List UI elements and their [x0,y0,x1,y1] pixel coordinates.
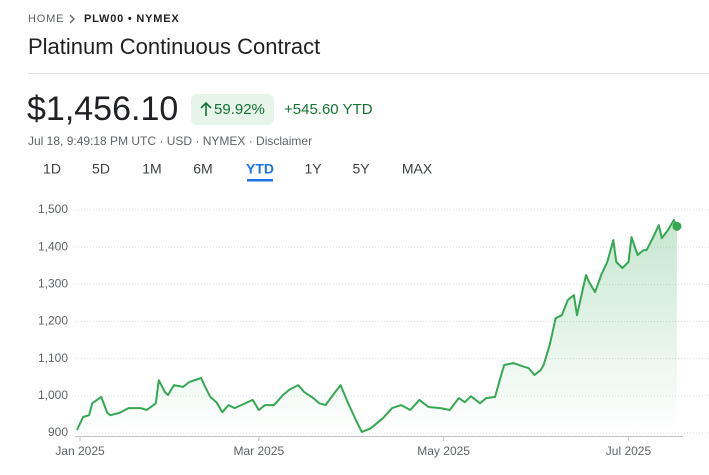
y-tick-label: 1,100 [38,351,68,365]
range-tab[interactable]: 1Y [304,161,322,177]
x-tick-label: Mar 2025 [233,444,284,458]
range-tabs: 1D 5D 1M 6M YTD 1Y 5Y MAX [43,161,433,182]
range-tab[interactable]: 1M [142,161,161,177]
x-tick-label: May 2025 [417,444,470,458]
price: $1,456.10 [27,90,178,128]
y-tick-label: 1,000 [38,388,68,402]
x-tick-label: Jan 2025 [55,444,105,458]
price-area [77,220,677,433]
y-tick-label: 1,200 [38,314,68,328]
change-percent: 59.92% [214,101,265,118]
up-arrow [200,101,212,116]
range-tab[interactable]: MAX [402,161,433,177]
breadcrumb-home[interactable]: HOME [28,13,64,25]
range-tab[interactable]: 1D [43,161,61,177]
range-tab[interactable]: YTD [246,161,274,177]
range-tab[interactable]: 5D [92,161,110,177]
change-absolute: +545.60 YTD [284,101,373,118]
page-title: Platinum Continuous Contract [28,34,320,59]
tab-underline [247,179,273,182]
y-tick-label: 900 [48,425,68,439]
price-chart: 900 1,000 1,100 1,200 1,300 1,400 1,500 Jan 202… [38,202,709,458]
price-line [76,219,678,433]
y-tick-label: 1,400 [38,239,68,253]
y-tick-label: 1,500 [38,202,68,216]
range-tab[interactable]: 6M [193,161,212,177]
breadcrumb-chevron [69,14,75,24]
breadcrumb-symbol: PLW00 • NYMEX [84,13,180,25]
last-price-dot [672,221,682,231]
y-tick-label: 1,300 [38,277,68,291]
range-tab[interactable]: 5Y [352,161,370,177]
x-tick-label: Jul 2025 [606,444,652,458]
quote-meta: Jul 18, 9:49:18 PM UTC · USD · NYMEX · D… [28,134,312,148]
change-chip [191,94,274,125]
